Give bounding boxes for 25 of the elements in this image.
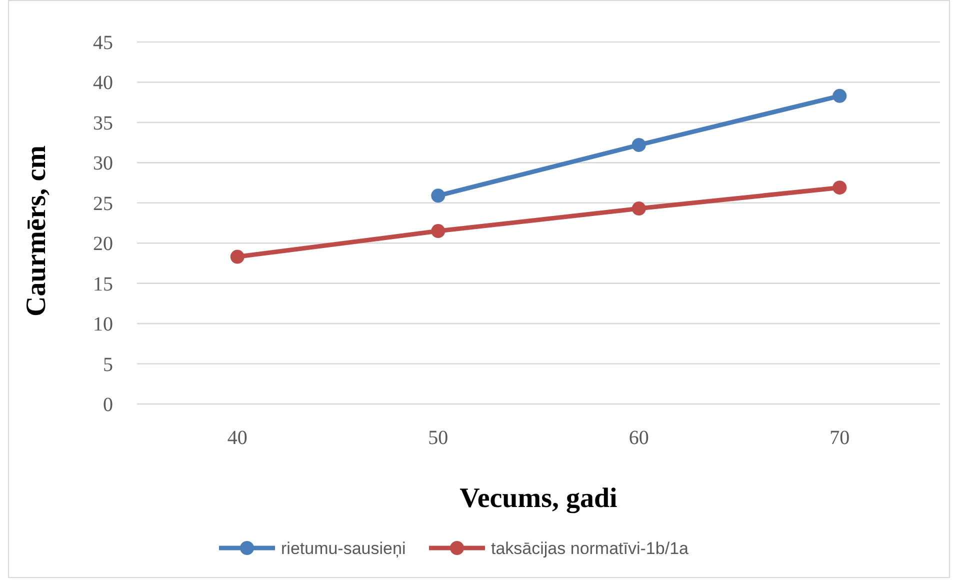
y-tick-label: 0 xyxy=(103,394,113,416)
x-tick-label: 60 xyxy=(628,427,649,449)
point xyxy=(632,138,646,152)
point xyxy=(431,224,446,238)
point xyxy=(832,180,847,195)
x-axis-title: Vecums, gadi xyxy=(460,483,618,514)
y-tick-label: 45 xyxy=(93,32,113,54)
y-tick-label: 30 xyxy=(93,152,113,175)
y-tick-label: 25 xyxy=(93,192,113,215)
legend-label: rietumu-sausieņi xyxy=(281,538,406,558)
y-tick-label: 5 xyxy=(103,354,113,376)
y-tick-label: 15 xyxy=(93,273,113,296)
y-tick-label: 40 xyxy=(93,72,113,94)
x-tick-label: 50 xyxy=(428,427,448,449)
x-tick-label: 70 xyxy=(830,427,850,449)
x-tick-label: 40 xyxy=(227,427,248,449)
point xyxy=(431,188,446,203)
y-tick-label: 35 xyxy=(93,112,113,134)
y-axis-title: Caurmērs, cm xyxy=(21,145,52,317)
legend-label: taksācijas normatīvi-1b/1a xyxy=(491,538,690,558)
y-tick-label: 10 xyxy=(93,314,113,336)
point xyxy=(230,250,244,264)
point xyxy=(832,88,847,103)
point xyxy=(632,202,646,216)
y-tick-label: 20 xyxy=(93,233,113,256)
